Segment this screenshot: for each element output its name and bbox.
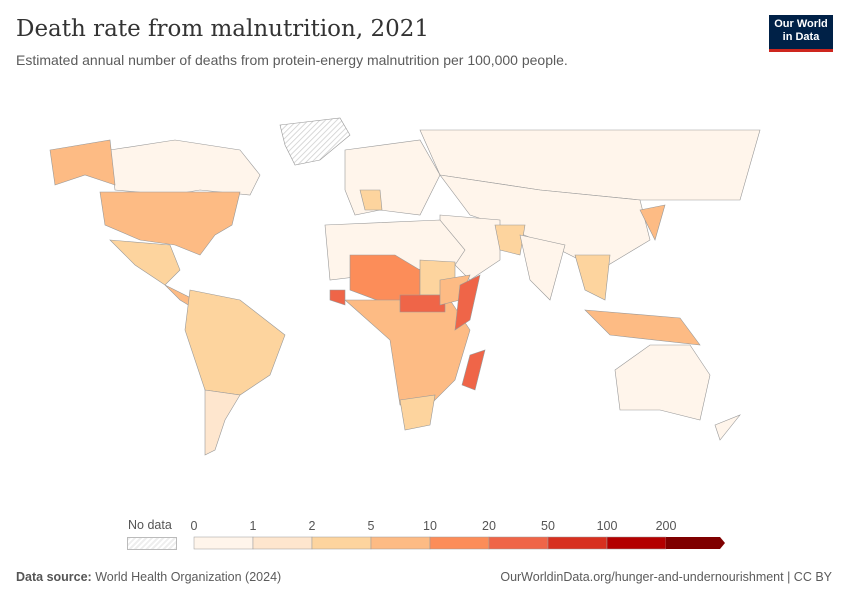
legend-tick-label: 0 — [191, 519, 198, 533]
region-south-america[interactable] — [184, 289, 286, 396]
region-west-africa-coast[interactable] — [329, 289, 346, 306]
legend-tick-label: 10 — [423, 519, 437, 533]
legend-bin-6 — [547, 536, 608, 550]
region-united-states[interactable] — [99, 191, 241, 256]
legend-no-data-swatch — [127, 537, 177, 550]
region-south-sudan-car[interactable] — [399, 294, 446, 313]
legend-tick-label: 100 — [597, 519, 618, 533]
region-india[interactable] — [519, 234, 566, 301]
source-url[interactable]: OurWorldinData.org/hunger-and-undernouri… — [500, 570, 832, 584]
region-mexico[interactable] — [109, 239, 181, 286]
data-source: Data source: World Health Organization (… — [16, 570, 281, 584]
legend-tick-label: 20 — [482, 519, 496, 533]
legend-no-data-label: No data — [128, 518, 172, 532]
region-madagascar[interactable] — [461, 349, 486, 391]
region-europe[interactable] — [344, 139, 441, 216]
legend-tick-label: 5 — [368, 519, 375, 533]
region-japan[interactable] — [639, 204, 666, 241]
region-new-zealand[interactable] — [714, 414, 741, 441]
region-south-africa[interactable] — [399, 394, 436, 431]
subtitle: Estimated annual number of deaths from p… — [16, 52, 568, 68]
legend-tick-label: 200 — [656, 519, 677, 533]
region-greenland[interactable] — [279, 117, 351, 166]
source-text: World Health Organization (2024) — [95, 570, 282, 584]
legend-bin-8 — [666, 537, 725, 549]
region-alaska[interactable] — [49, 139, 116, 186]
source-label: Data source: — [16, 570, 92, 584]
legend-bin-0 — [193, 536, 254, 550]
legend-bin-2 — [311, 536, 372, 550]
legend-bin-1 — [252, 536, 313, 550]
legend-tick-label: 50 — [541, 519, 555, 533]
page-title: Death rate from malnutrition, 2021 — [16, 16, 429, 42]
region-australia[interactable] — [614, 344, 711, 421]
legend-bin-3 — [370, 536, 431, 550]
region-pakistan-afghanistan[interactable] — [494, 224, 526, 256]
legend-bin-5 — [488, 536, 549, 550]
region-canada[interactable] — [109, 139, 261, 196]
region-somalia[interactable] — [454, 274, 481, 331]
region-southern-cone[interactable] — [204, 389, 241, 456]
legend-tick-label: 1 — [250, 519, 257, 533]
legend-tick-label: 2 — [309, 519, 316, 533]
region-indonesia[interactable] — [584, 309, 701, 346]
legend-bin-7 — [606, 536, 667, 550]
legend-color-scale: 0 1 2 5 10 20 50 100 200 — [191, 519, 725, 550]
world-map[interactable] — [0, 100, 850, 460]
legend-bin-4 — [429, 536, 490, 550]
region-france[interactable] — [359, 189, 383, 211]
owid-logo[interactable]: Our World in Data — [769, 15, 833, 52]
region-central-southern-africa[interactable] — [344, 299, 471, 406]
region-southeast-asia[interactable] — [574, 254, 611, 301]
